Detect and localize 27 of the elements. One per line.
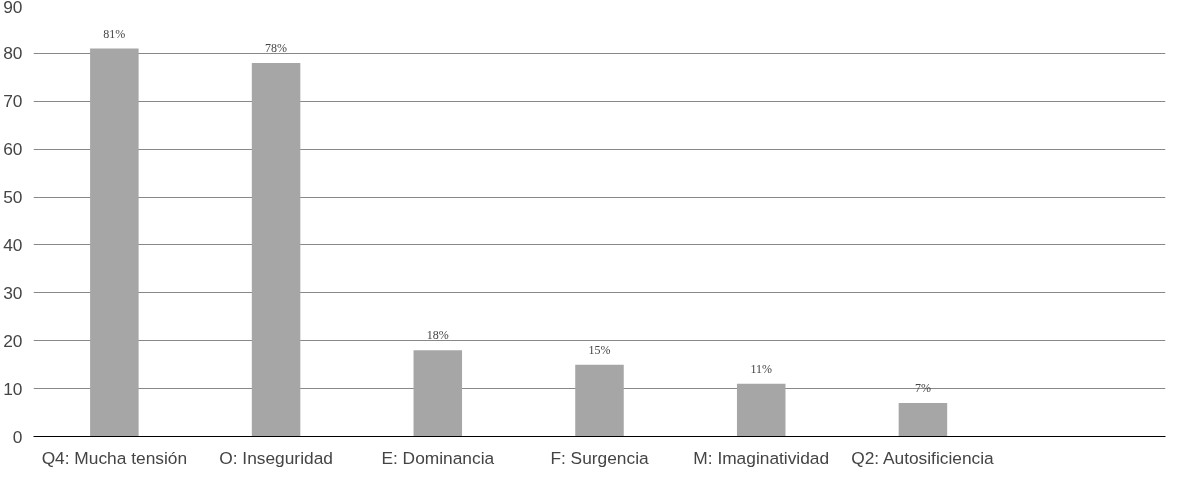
x-tick-label: M: Imaginatividad [693, 447, 830, 468]
bar [898, 402, 948, 437]
data-label: 78% [265, 40, 288, 55]
bar [251, 62, 301, 437]
x-tick-label: E: Dominancia [381, 447, 495, 468]
data-label: 11% [750, 361, 772, 376]
x-tick-label: F: Surgencia [550, 447, 649, 468]
y-tick-label: 50 [3, 187, 23, 208]
data-label: 81% [103, 26, 126, 41]
y-tick-label: 20 [3, 330, 23, 351]
x-tick-label: O: Inseguridad [219, 447, 333, 468]
bar [90, 48, 139, 437]
data-label: 15% [588, 342, 611, 357]
y-tick-label: 40 [3, 234, 23, 255]
y-tick-label: 60 [3, 139, 23, 160]
y-tick-label: 90 [3, 0, 23, 17]
bar [736, 383, 786, 437]
x-tick-label: Q2: Autosificiencia [851, 447, 995, 468]
y-tick-label: 10 [3, 378, 23, 399]
y-tick-label: 70 [3, 91, 23, 112]
data-label: 18% [426, 328, 449, 343]
bar [413, 350, 463, 437]
y-tick-label: 80 [3, 43, 23, 64]
bar [575, 364, 624, 437]
y-tick-label: 30 [3, 282, 23, 303]
y-tick-label: 0 [12, 426, 23, 447]
x-tick-label: Q4: Mucha tensión [41, 447, 188, 468]
